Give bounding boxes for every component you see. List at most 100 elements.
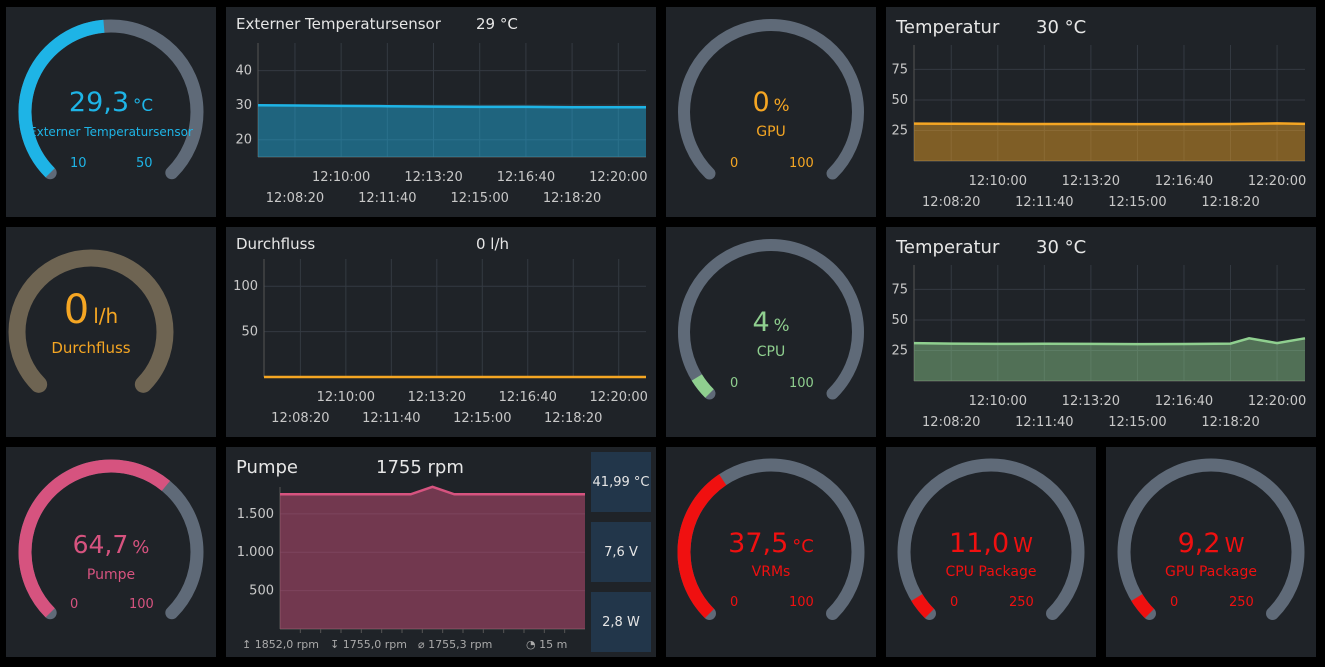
series-line	[257, 103, 646, 109]
gauge-value: 29,3	[68, 87, 130, 118]
y-tick-label: 40	[235, 64, 252, 79]
gauge-value: 0	[752, 87, 770, 118]
clock-icon: ◔	[526, 638, 536, 651]
gauge-unit: %	[132, 537, 150, 558]
line-chart-flow: 50 100 12:10:00 12:13:20 12:16:40 12:20:00 12:…	[233, 259, 648, 426]
gauge-panel-external-temp: 29,3 °C Externer Temperatursensor 10 50	[6, 7, 216, 217]
gauge-max: 100	[789, 595, 814, 610]
gauge-panel-vrm: 37,5 °C VRMs 0 100	[666, 447, 876, 657]
y-tick-label: 75	[891, 62, 908, 77]
x-tick-label: 12:20:00	[1248, 174, 1306, 189]
x-tick-label: 12:10:00	[969, 394, 1027, 409]
gauge-min: 0	[730, 156, 739, 171]
x-tick-label: 12:11:40	[1015, 195, 1073, 210]
gauge-unit: W	[1224, 533, 1245, 557]
gauge-min: 10	[70, 156, 87, 171]
x-tick-label: 12:18:20	[1201, 195, 1259, 210]
x-tick-label: 12:08:20	[271, 411, 329, 426]
gauge-track	[8, 249, 174, 393]
gauge-fill	[1131, 593, 1155, 619]
gauge-max: 100	[789, 376, 814, 391]
x-tick-label: 12:20:00	[589, 170, 647, 185]
gauge-fill	[18, 459, 171, 618]
series-area	[914, 338, 1305, 381]
gauge-panel-gpu: 0% GPU 0 100	[666, 7, 876, 217]
y-tick-label: 100	[233, 279, 258, 294]
gauge-label: CPU Package	[945, 564, 1037, 580]
line-chart-gpu-temp: 25 50 75 12:10:00 12:13:20 12:16:40 12:20:00 12…	[891, 45, 1306, 210]
chart-panel-pump: Pumpe 1755 rpm 500 1.000 1.500 41,99 °C 7,…	[226, 447, 656, 657]
line-chart-pump: 500 1.000 1.500	[237, 485, 585, 633]
average-icon: ⌀	[418, 638, 425, 651]
gauge-min: 0	[70, 597, 79, 612]
gauge-panel-flow: 0 l/h Durchfluss	[6, 227, 216, 437]
gauge-cpu-package	[897, 458, 1085, 621]
series-line	[913, 122, 1306, 126]
x-tick-label: 12:13:20	[408, 390, 466, 405]
y-tick-label: 50	[241, 325, 258, 340]
chart-panel-external-temp: Externer Temperatursensor 29 °C 20 30 40 12…	[226, 7, 656, 217]
x-tick-label: 12:08:20	[266, 191, 324, 206]
stat-voltage: 7,6 V	[591, 522, 651, 582]
line-chart-cpu-temp: 25 50 75 12:10:00 12:13:20 12:16:40 12:20:00 12…	[891, 265, 1306, 430]
chart-title: Pumpe	[236, 457, 298, 478]
series-area	[914, 123, 1305, 161]
series-area	[280, 486, 585, 629]
gauge-gpu	[678, 19, 864, 180]
gauge-fill	[911, 593, 935, 619]
chart-panel-cpu-temp: Temperatur 30 °C 25 50 75 12:10:00 12:13:20 1…	[886, 227, 1316, 437]
x-tick-label: 12:13:20	[1062, 174, 1120, 189]
chart-title: Temperatur	[896, 17, 1000, 38]
stat-power: 2,8 W	[591, 592, 651, 652]
chart-title: Durchfluss	[236, 235, 316, 253]
y-tick-label: 1.500	[237, 507, 274, 522]
gauge-track	[678, 239, 864, 400]
gauge-max: 100	[789, 156, 814, 171]
footer-max: ↥ 1852,0 rpm	[242, 638, 319, 651]
gauge-max: 250	[1009, 595, 1034, 610]
gauge-min: 0	[1170, 595, 1179, 610]
y-tick-label: 25	[891, 343, 908, 358]
y-tick-label: 20	[235, 133, 252, 148]
x-tick-label: 12:15:00	[451, 191, 509, 206]
chart-title: Temperatur	[896, 237, 1000, 258]
chart-panel-gpu-temp: Temperatur 30 °C 25 50 75 12:10:00 12:13:20 1…	[886, 7, 1316, 217]
x-tick-label: 12:16:40	[497, 170, 555, 185]
y-tick-label: 1.000	[237, 545, 274, 560]
x-tick-label: 12:11:40	[1015, 415, 1073, 430]
series-line	[913, 337, 1306, 346]
footer-avg: ⌀ 1755,3 rpm	[418, 638, 493, 651]
gauge-value: 37,5	[728, 528, 789, 559]
gauge-max: 250	[1229, 595, 1254, 610]
x-tick-label: 12:15:00	[453, 411, 511, 426]
gauge-value: 64,7	[72, 530, 129, 559]
gauge-flow	[8, 249, 174, 393]
line-chart-external-temp: 20 30 40 12:10:00 12:13:20 12:16:40 12:20:00 12…	[235, 43, 647, 206]
gauge-track	[1117, 458, 1305, 621]
x-tick-label: 12:11:40	[362, 411, 420, 426]
gauge-pump	[18, 459, 204, 620]
gauge-fill	[677, 474, 727, 619]
y-tick-label: 50	[891, 313, 908, 328]
x-tick-label: 12:08:20	[922, 415, 980, 430]
gauge-label: GPU Package	[1164, 564, 1258, 580]
gauge-cpu	[678, 239, 864, 400]
x-tick-label: 12:20:00	[1248, 394, 1306, 409]
x-tick-label: 12:13:20	[404, 170, 462, 185]
x-tick-label: 12:11:40	[358, 191, 416, 206]
arrow-down-icon: ↧	[330, 638, 340, 651]
gauge-panel-cpu-package: 11,0 W CPU Package 0 250	[886, 447, 1096, 657]
x-tick-label: 12:20:00	[590, 390, 648, 405]
gauge-label: Pumpe	[86, 567, 136, 583]
footer-timespan: ◔ 15 m	[526, 638, 568, 651]
gauge-label: Externer Temperatursensor	[29, 125, 193, 139]
footer-min: ↧ 1755,0 rpm	[330, 638, 407, 651]
gauge-ext-temp	[18, 19, 204, 180]
chart-panel-flow: Durchfluss 0 l/h 50 100 12:10:00 12:13:20 12…	[226, 227, 656, 437]
gauge-min: 0	[730, 376, 739, 391]
y-tick-label: 500	[249, 584, 274, 599]
gauge-min: 0	[950, 595, 959, 610]
gauge-value: 9,2	[1177, 528, 1221, 559]
x-tick-label: 12:10:00	[312, 170, 370, 185]
chart-current-value: 1755 rpm	[376, 457, 464, 478]
